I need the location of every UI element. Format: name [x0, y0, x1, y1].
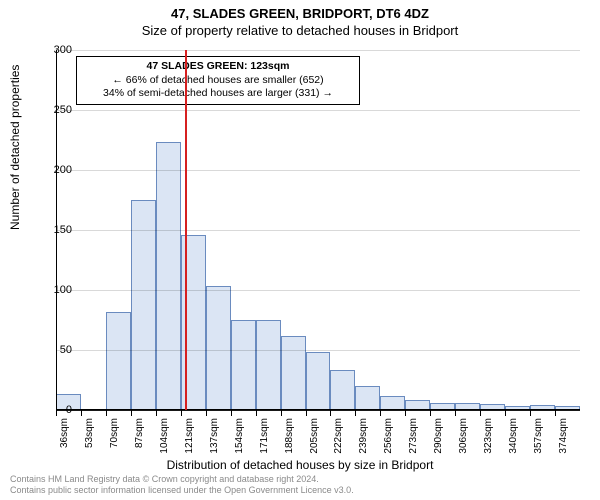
- x-axis-label: Distribution of detached houses by size …: [0, 458, 600, 472]
- x-tick-label: 36sqm: [59, 418, 70, 448]
- y-tick-label: 250: [32, 104, 72, 116]
- footer-line-2: Contains public sector information licen…: [10, 485, 590, 496]
- histogram-bar: [355, 386, 380, 410]
- grid-line: [56, 350, 580, 351]
- histogram-bar: [156, 142, 181, 410]
- y-axis-label: Number of detached properties: [8, 65, 22, 230]
- y-tick-label: 100: [32, 284, 72, 296]
- x-tick: [181, 410, 182, 416]
- x-tick-label: 188sqm: [284, 418, 295, 454]
- subject-marker-line: [185, 50, 187, 410]
- x-tick: [555, 410, 556, 416]
- grid-line: [56, 230, 580, 231]
- y-tick-label: 300: [32, 44, 72, 56]
- x-tick-label: 357sqm: [533, 418, 544, 454]
- page-title-sub: Size of property relative to detached ho…: [0, 21, 600, 38]
- footer-attribution: Contains HM Land Registry data © Crown c…: [10, 474, 590, 496]
- x-tick-label: 53sqm: [84, 418, 95, 448]
- histogram-bar: [131, 200, 156, 410]
- page-title-address: 47, SLADES GREEN, BRIDPORT, DT6 4DZ: [0, 0, 600, 21]
- footer-line-1: Contains HM Land Registry data © Crown c…: [10, 474, 590, 485]
- x-tick-label: 205sqm: [309, 418, 320, 454]
- x-tick-label: 290sqm: [433, 418, 444, 454]
- y-tick-label: 0: [32, 404, 72, 416]
- x-tick: [81, 410, 82, 416]
- x-tick-label: 239sqm: [358, 418, 369, 454]
- x-tick-label: 137sqm: [209, 418, 220, 454]
- x-tick: [156, 410, 157, 416]
- histogram-bar: [206, 286, 231, 410]
- chart-plot-area: 47 SLADES GREEN: 123sqm ← 66% of detache…: [56, 50, 580, 410]
- y-tick-label: 200: [32, 164, 72, 176]
- x-tick-label: 222sqm: [333, 418, 344, 454]
- histogram-bar: [281, 336, 306, 410]
- x-tick-label: 256sqm: [383, 418, 394, 454]
- x-tick: [330, 410, 331, 416]
- annotation-line-3: 34% of semi-detached houses are larger (…: [83, 87, 353, 101]
- x-tick: [480, 410, 481, 416]
- x-tick-label: 306sqm: [458, 418, 469, 454]
- x-tick-label: 154sqm: [234, 418, 245, 454]
- y-tick-label: 50: [32, 344, 72, 356]
- grid-line: [56, 170, 580, 171]
- x-tick-label: 87sqm: [134, 418, 145, 448]
- x-tick: [206, 410, 207, 416]
- y-tick-label: 150: [32, 224, 72, 236]
- histogram-bar: [330, 370, 355, 410]
- x-tick-label: 70sqm: [109, 418, 120, 448]
- annotation-box: 47 SLADES GREEN: 123sqm ← 66% of detache…: [76, 56, 360, 105]
- x-tick: [530, 410, 531, 416]
- x-tick: [256, 410, 257, 416]
- annotation-line-2: ← 66% of detached houses are smaller (65…: [83, 74, 353, 88]
- x-tick: [380, 410, 381, 416]
- annotation-line-1: 47 SLADES GREEN: 123sqm: [83, 60, 353, 74]
- x-tick: [355, 410, 356, 416]
- x-tick-label: 340sqm: [508, 418, 519, 454]
- x-tick-label: 323sqm: [483, 418, 494, 454]
- histogram-bar: [256, 320, 281, 410]
- x-tick: [405, 410, 406, 416]
- x-tick: [505, 410, 506, 416]
- grid-line: [56, 110, 580, 111]
- histogram-bar: [231, 320, 256, 410]
- grid-line: [56, 290, 580, 291]
- x-tick: [306, 410, 307, 416]
- x-tick-label: 104sqm: [159, 418, 170, 454]
- grid-line: [56, 50, 580, 51]
- x-tick-label: 374sqm: [558, 418, 569, 454]
- x-tick: [231, 410, 232, 416]
- histogram-bar: [106, 312, 131, 410]
- histogram-bar: [306, 352, 331, 410]
- x-tick-label: 121sqm: [184, 418, 195, 454]
- x-tick: [430, 410, 431, 416]
- x-tick: [281, 410, 282, 416]
- x-tick: [131, 410, 132, 416]
- x-tick: [106, 410, 107, 416]
- histogram-bar: [380, 396, 405, 410]
- x-tick-label: 171sqm: [259, 418, 270, 454]
- x-tick: [455, 410, 456, 416]
- grid-line: [56, 410, 580, 411]
- x-tick-label: 273sqm: [408, 418, 419, 454]
